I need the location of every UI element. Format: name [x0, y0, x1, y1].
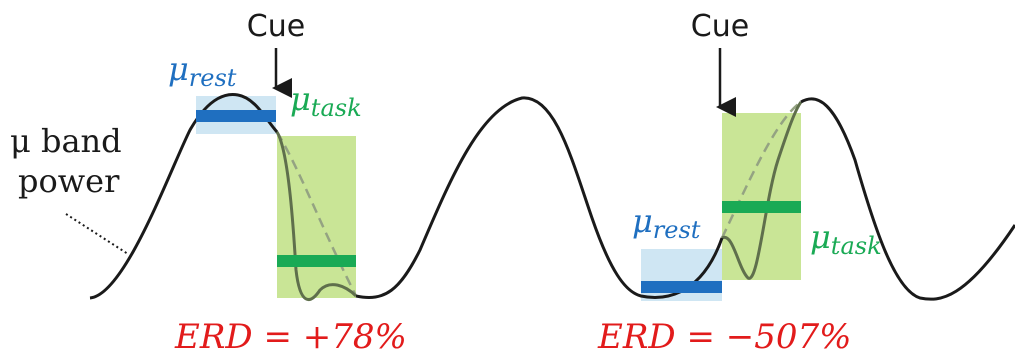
rest-mean-bar-left: [196, 110, 276, 122]
cue-label-left: Cue: [247, 9, 305, 44]
erd-right-label: ERD = −507%: [597, 317, 851, 357]
cue-label-right: Cue: [691, 9, 749, 44]
rest-window-right: [641, 249, 722, 301]
task-subscript: task: [311, 94, 362, 122]
mu-rest-label-right: μrest: [632, 202, 701, 244]
mu-symbol: μ: [290, 80, 311, 118]
ongoing-rhythm-dashed-left: [275, 131, 358, 297]
mu-task-label-left: μtask: [290, 80, 362, 122]
mu-symbol: μ: [168, 50, 189, 88]
task-curve-left: [275, 131, 358, 301]
mu-symbol: μ: [632, 202, 653, 240]
mu-band-label-line2: power: [18, 162, 120, 200]
task-window-right: [722, 113, 801, 280]
rest-mean-bar-right: [641, 281, 722, 293]
mu-rest-label-left: μrest: [168, 50, 237, 92]
task-mean-bar-left: [277, 255, 356, 267]
ongoing-rhythm-dashed-right: [720, 100, 802, 239]
erd-left-label: ERD = +78%: [174, 317, 407, 357]
mu-band-label-line1: μ band: [10, 122, 122, 160]
mu-task-label-right: μtask: [810, 218, 882, 260]
rest-subscript: rest: [189, 64, 237, 92]
task-subscript: task: [831, 232, 882, 260]
leader-line: [65, 213, 129, 255]
mu-symbol: μ: [810, 218, 831, 256]
rest-subscript: rest: [653, 216, 701, 244]
task-curve-right: [721, 101, 803, 280]
task-mean-bar-right: [722, 201, 801, 213]
task-window-left: [277, 136, 356, 298]
